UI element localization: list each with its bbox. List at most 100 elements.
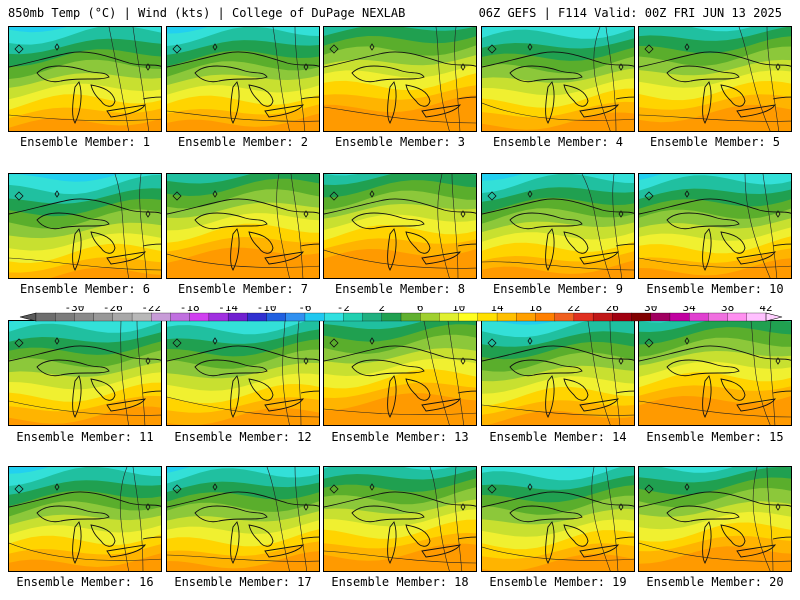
temperature-colorbar: -30 -26 -22 -18 -14 -10 -6 -2 2 6 10 14 18 22 26 30 34 38…	[19, 306, 783, 322]
ensemble-member-label: Ensemble Member: 13	[331, 430, 469, 444]
wind-barb-markers	[14, 483, 151, 511]
colorbar-tick-label: 2	[378, 306, 385, 314]
wind-barb-markers	[644, 483, 781, 511]
colorbar-tick-label: 42	[759, 306, 772, 314]
height-contours	[324, 174, 476, 278]
temperature-field	[639, 174, 791, 278]
colorbar-tick-label: 30	[644, 306, 657, 314]
wind-barb-markers	[644, 337, 781, 365]
colorbar-swatch	[708, 312, 729, 322]
great-lakes-outline	[482, 345, 634, 418]
ensemble-member-label: Ensemble Member: 7	[177, 282, 309, 296]
colorbar-swatch	[458, 312, 479, 322]
colorbar-swatch	[746, 312, 767, 322]
colorbar-swatch	[592, 312, 613, 322]
great-lakes-outline	[324, 345, 476, 418]
ensemble-member-map	[481, 173, 635, 279]
temperature-field	[482, 467, 634, 571]
great-lakes-outline	[639, 198, 791, 271]
ensemble-member-label: Ensemble Member: 6	[19, 282, 151, 296]
wind-barb-markers	[329, 190, 466, 218]
ensemble-member-map	[638, 26, 792, 132]
ensemble-member-map	[323, 466, 477, 572]
ensemble-member-map	[166, 466, 320, 572]
great-lakes-outline	[482, 198, 634, 271]
colorbar-swatch	[247, 312, 268, 322]
wind-barb-markers	[14, 337, 151, 365]
temperature-field	[9, 27, 161, 131]
ensemble-member-map	[166, 173, 320, 279]
wind-barb-markers	[172, 337, 309, 365]
height-contours	[482, 27, 634, 131]
colorbar-swatch	[669, 312, 690, 322]
colorbar-swatch	[304, 312, 325, 322]
colorbar-swatch	[266, 312, 287, 322]
wind-barb-markers	[172, 190, 309, 218]
ensemble-member-label: Ensemble Member: 3	[334, 135, 466, 149]
ensemble-member-label: Ensemble Member: 5	[649, 135, 781, 149]
colorbar-swatch	[208, 312, 229, 322]
height-contours	[482, 321, 634, 425]
wind-barb-markers	[487, 43, 624, 71]
ensemble-member-label: Ensemble Member: 9	[492, 282, 624, 296]
colorbar-swatch	[400, 312, 421, 322]
ensemble-member-map	[166, 26, 320, 132]
ensemble-member-map	[8, 466, 162, 572]
wind-barb-markers	[172, 43, 309, 71]
colorbar-swatch	[689, 312, 709, 322]
colorbar-swatch	[35, 312, 56, 322]
colorbar-swatch	[477, 312, 498, 322]
wind-barb-markers	[487, 190, 624, 218]
great-lakes-outline	[9, 345, 161, 418]
colorbar-swatch	[227, 312, 248, 322]
great-lakes-outline	[9, 491, 161, 564]
valid-time-label: 06Z GEFS | F114 Valid: 00Z FRI JUN 13 20…	[478, 6, 782, 20]
height-contours	[167, 467, 319, 571]
temperature-field	[639, 467, 791, 571]
great-lakes-outline	[324, 491, 476, 564]
colorbar-tick-label: -30	[64, 306, 84, 314]
colorbar-swatch	[189, 312, 210, 322]
wind-barb-markers	[329, 337, 466, 365]
colorbar-swatch	[55, 312, 75, 322]
ensemble-member-label: Ensemble Member: 14	[489, 430, 627, 444]
wind-barb-markers	[14, 43, 151, 71]
great-lakes-outline	[324, 51, 476, 124]
colorbar-swatch	[535, 312, 556, 322]
colorbar-tick-label: -14	[218, 306, 238, 314]
colorbar-tick-label: -22	[141, 306, 161, 314]
ensemble-member-label: Ensemble Member: 8	[334, 282, 466, 296]
temperature-field	[482, 27, 634, 131]
ensemble-member-label: Ensemble Member: 11	[16, 430, 154, 444]
colorbar-swatch	[362, 312, 383, 322]
ensemble-member-label: Ensemble Member: 18	[331, 575, 469, 589]
colorbar-tick-label: 6	[417, 306, 424, 314]
colorbar-swatch	[131, 312, 152, 322]
height-contours	[9, 27, 161, 131]
colorbar-tick-label: 22	[567, 306, 580, 314]
wind-barb-markers	[487, 337, 624, 365]
height-contours	[167, 321, 319, 425]
temperature-field	[167, 174, 319, 278]
ensemble-member-map	[8, 26, 162, 132]
height-contours	[9, 174, 161, 278]
colorbar-swatch	[343, 312, 364, 322]
ensemble-member-label: Ensemble Member: 19	[489, 575, 627, 589]
temperature-field	[482, 321, 634, 425]
wind-barb-markers	[14, 190, 151, 218]
colorbar-swatch	[420, 312, 440, 322]
colorbar-tick-label: -6	[298, 306, 311, 314]
great-lakes-outline	[324, 198, 476, 271]
colorbar-swatch	[381, 312, 402, 322]
ensemble-member-label: Ensemble Member: 2	[177, 135, 309, 149]
temperature-field	[167, 27, 319, 131]
temperature-field	[639, 27, 791, 131]
temperature-field	[167, 467, 319, 571]
ensemble-member-label: Ensemble Member: 15	[646, 430, 784, 444]
colorbar-swatch	[496, 312, 517, 322]
colorbar-swatch	[285, 312, 306, 322]
ensemble-member-map	[481, 320, 635, 426]
ensemble-member-map	[8, 173, 162, 279]
height-contours	[324, 321, 476, 425]
temperature-field	[9, 174, 161, 278]
